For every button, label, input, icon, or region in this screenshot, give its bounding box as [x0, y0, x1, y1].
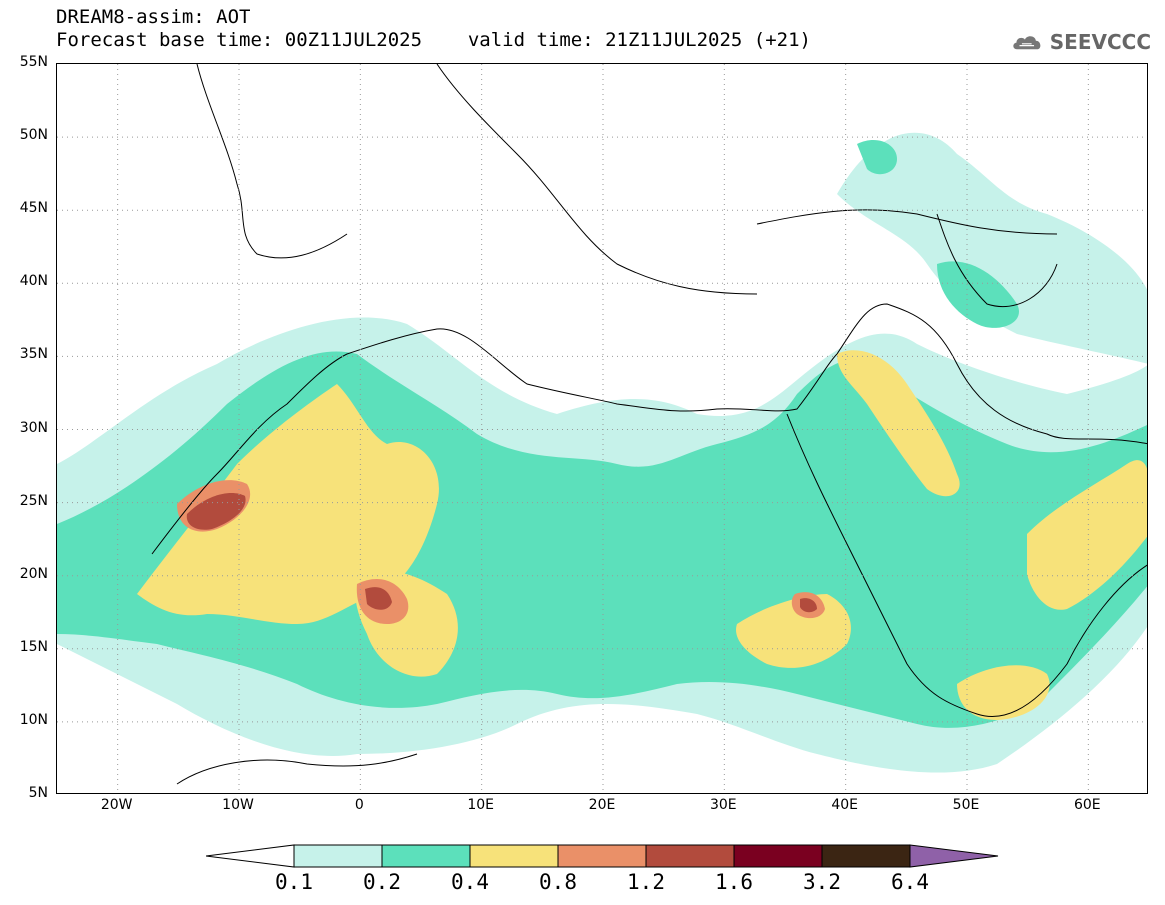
lat-tick-label: 5N [28, 785, 48, 801]
lat-tick-label: 15N [19, 638, 48, 655]
colorbar-label: 1.2 [627, 870, 665, 894]
colorbar-segment [645, 844, 735, 868]
colorbar-segment [733, 844, 823, 868]
seevccc-logo: SEEVCCC [1011, 22, 1151, 62]
lat-tick-label: 50N [19, 127, 48, 144]
lon-tick-label: 40E [831, 797, 858, 813]
lon-tick-label: 0 [354, 797, 364, 813]
lat-lon-grid [57, 64, 1147, 793]
aot-band-1-2 [186, 493, 817, 613]
lat-tick-label: 55N [19, 54, 48, 70]
colorbar-label: 0.1 [275, 870, 313, 894]
map-title: DREAM8-assim: AOT Forecast base time: 00… [56, 6, 811, 52]
colorbar-label: 1.6 [715, 870, 753, 894]
title-line-2: Forecast base time: 00Z11JUL2025 valid t… [56, 29, 811, 52]
colorbar-under-triangle [206, 844, 295, 868]
lat-tick-label: 40N [19, 273, 48, 290]
lon-tick-label: 20W [100, 797, 133, 813]
lon-tick-label: 10W [222, 797, 254, 813]
aot-band-0-4 [137, 350, 1147, 720]
title-line-1: DREAM8-assim: AOT [56, 6, 251, 28]
forecast-base-time: Forecast base time: 00Z11JUL2025 [56, 29, 423, 51]
colorbar-segment [469, 844, 559, 868]
lat-tick-label: 30N [19, 419, 48, 436]
cloud-icon [1013, 36, 1041, 50]
map-canvas [57, 64, 1147, 793]
colorbar-segment [821, 844, 911, 868]
lon-tick-label: 30E [709, 797, 737, 813]
lat-tick-label: 35N [19, 346, 48, 363]
colorbar-label: 0.4 [451, 870, 489, 894]
lat-tick-label: 45N [19, 200, 48, 217]
lon-tick-label: 50E [952, 797, 980, 813]
colorbar-label: 3.2 [803, 870, 841, 894]
lat-tick-label: 20N [19, 565, 48, 582]
logo-text: SEEVCCC [1049, 30, 1151, 54]
valid-time: valid time: 21Z11JUL2025 (+21) [467, 29, 811, 51]
colorbar-segment [557, 844, 647, 868]
coastlines [151, 64, 1147, 785]
aot-map [56, 63, 1148, 794]
lat-tick-label: 10N [19, 711, 48, 728]
colorbar-segment [381, 844, 471, 868]
colorbar-label: 0.2 [363, 870, 401, 894]
colorbar-over-triangle [909, 844, 999, 868]
colorbar-label: 0.8 [539, 870, 577, 894]
lon-tick-label: 10E [467, 797, 494, 813]
lon-tick-label: 60E [1073, 797, 1101, 813]
lon-tick-label: 20E [588, 797, 616, 813]
lat-tick-label: 25N [19, 492, 48, 509]
aot-colorbar [206, 844, 999, 868]
colorbar-segment [293, 844, 383, 868]
colorbar-label: 6.4 [891, 870, 929, 894]
